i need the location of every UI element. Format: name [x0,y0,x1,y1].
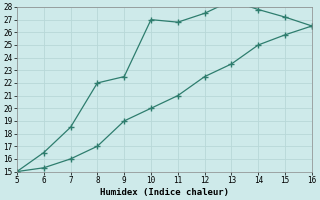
X-axis label: Humidex (Indice chaleur): Humidex (Indice chaleur) [100,188,229,197]
